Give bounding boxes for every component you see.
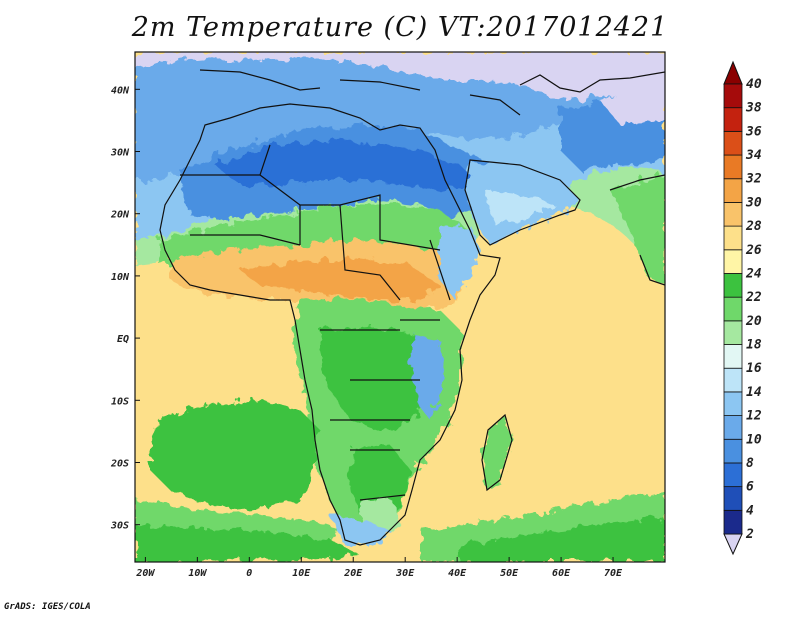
colorbar-level-label: 8 (746, 456, 754, 471)
colorbar-min-arrow (723, 533, 743, 556)
colorbar-swatch (723, 462, 743, 488)
colorbar-level-label: 38 (745, 101, 762, 116)
colorbar-swatch (723, 509, 743, 535)
colorbar-swatch (723, 273, 743, 298)
colorbar-swatch (723, 202, 743, 227)
y-tick-label: 30N (110, 148, 130, 159)
y-tick-label: 30S (110, 521, 129, 532)
colorbar-level-label: 32 (745, 172, 762, 187)
credit-text: GrADS: IGES/COLA (4, 602, 91, 612)
x-tick-label: 40E (448, 568, 467, 579)
y-tick-label: 10S (111, 396, 129, 407)
colorbar-swatch (723, 415, 743, 440)
colorbar-level-label: 28 (745, 219, 762, 234)
colorbar-level-label: 14 (746, 385, 762, 400)
colorbar-level-label: 12 (746, 409, 762, 424)
colorbar-max-arrow (723, 60, 743, 85)
map-plot-area (135, 52, 665, 562)
y-tick-label: 40N (111, 85, 130, 96)
colorbar-level-label: 40 (746, 77, 762, 92)
colorbar-swatch (723, 130, 743, 156)
x-tick-label: 10E (292, 568, 311, 579)
colorbar-level-label: 26 (745, 243, 762, 258)
y-tick-label: EQ (117, 334, 129, 345)
x-tick-label: 20E (343, 568, 363, 579)
y-tick-label: 20N (110, 210, 130, 221)
x-tick-label: 70E (604, 568, 623, 579)
x-tick-label: 10W (188, 568, 207, 579)
y-tick-label: 20S (110, 458, 129, 469)
x-tick-label: 0 (246, 568, 252, 579)
colorbar-swatch (723, 320, 743, 345)
x-tick-label: 30E (395, 568, 415, 579)
colorbar-swatch (723, 83, 743, 109)
axis-ticks-layer: 20W 10W 0 10E 20E 30E 40E 50E 60E 70E 40N 30N 20N 10N… (110, 85, 623, 579)
x-tick-label: 20W (135, 568, 155, 579)
colorbar-level-label: 20 (745, 314, 762, 329)
x-tick-label: 50E (500, 568, 519, 579)
colorbar-level-label: 4 (746, 503, 754, 518)
coastline-layer (159, 69, 665, 546)
colorbar-swatch (723, 391, 743, 416)
map-title: 2m Temperature (C) VT:2017012421 (131, 12, 669, 43)
colorbar-swatch (723, 107, 743, 132)
colorbar-swatch (723, 225, 743, 251)
colorbar-level-label: 6 (746, 480, 754, 495)
colorbar-level-label: 24 (745, 266, 762, 281)
colorbar-level-label: 36 (745, 124, 762, 139)
colorbar-swatch (723, 296, 743, 322)
colorbar-swatch (723, 178, 743, 203)
colorbar-level-label: 34 (745, 148, 762, 163)
colorbar-level-label: 30 (745, 195, 762, 210)
colorbar-swatch (723, 367, 743, 393)
colorbar-level-label: 22 (745, 290, 762, 305)
colorbar-swatch (723, 249, 743, 274)
plot-frame (134, 51, 666, 563)
colorbar-swatch (723, 486, 743, 511)
colorbar-swatch (723, 344, 743, 369)
colorbar-swatch (723, 154, 743, 180)
colorbar-swatch (723, 438, 743, 464)
colorbar-level-label: 18 (746, 338, 762, 353)
colorbar-level-label: 16 (746, 361, 762, 376)
y-tick-label: 10N (111, 272, 130, 283)
x-tick-label: 60E (552, 568, 571, 579)
colorbar-level-label: 10 (746, 432, 762, 447)
colorbar-level-label: 2 (745, 527, 754, 542)
